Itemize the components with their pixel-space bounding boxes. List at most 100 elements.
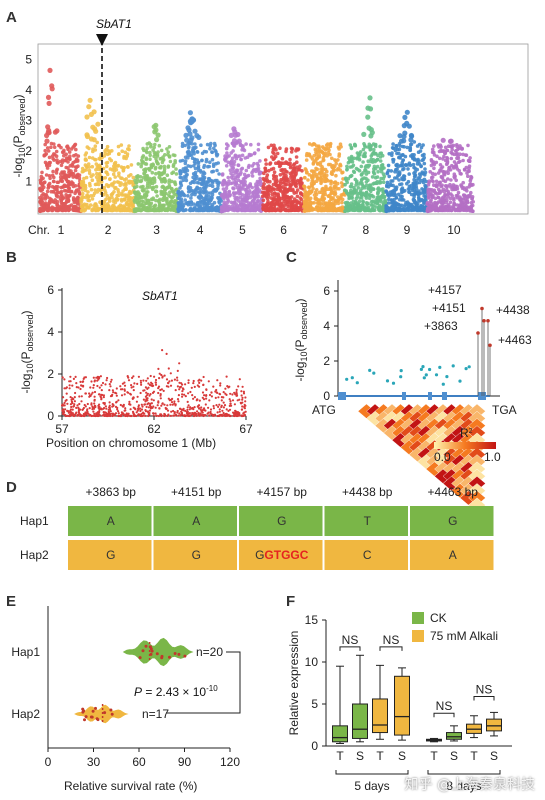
manhattan-point: [405, 145, 410, 150]
manhattan-point: [355, 191, 359, 195]
manhattan-point: [402, 166, 406, 171]
manhattan-point: [328, 186, 333, 190]
panel-a-y-label: -log10(Pobserved): [11, 94, 27, 177]
manhattan-point: [386, 201, 391, 205]
region-point: [104, 383, 107, 386]
region-point: [94, 414, 97, 418]
manhattan-point: [273, 191, 277, 196]
manhattan-point: [47, 163, 52, 167]
manhattan-point: [93, 128, 99, 134]
region-point: [64, 387, 67, 390]
manhattan-point: [212, 141, 217, 146]
manhattan-point: [275, 208, 279, 212]
region-point: [106, 376, 109, 380]
chromosome-label: 10: [447, 223, 461, 237]
manhattan-point: [334, 161, 339, 166]
manhattan-point: [87, 168, 92, 173]
manhattan-point: [398, 138, 405, 144]
manhattan-point: [244, 168, 249, 173]
manhattan-point: [280, 156, 285, 161]
manhattan-point: [316, 162, 320, 166]
manhattan-point: [192, 128, 198, 134]
manhattan-point: [220, 172, 225, 176]
region-point: [129, 403, 132, 406]
manhattan-point: [446, 191, 451, 196]
manhattan-point: [87, 171, 92, 175]
manhattan-point: [294, 155, 299, 159]
manhattan-point: [460, 186, 465, 191]
manhattan-point: [72, 144, 76, 148]
manhattan-point: [278, 173, 283, 177]
manhattan-point: [359, 173, 364, 177]
manhattan-point: [93, 144, 98, 148]
region-point: [81, 408, 84, 411]
manhattan-point: [361, 131, 367, 137]
manhattan-point: [227, 206, 232, 211]
region-point: [136, 407, 140, 410]
manhattan-point: [299, 204, 303, 208]
manhattan-point: [94, 175, 99, 179]
manhattan-point: [171, 207, 176, 211]
region-point: [157, 385, 161, 388]
manhattan-point: [104, 161, 109, 165]
y-tick-label: 1: [25, 175, 32, 189]
manhattan-point: [357, 168, 362, 173]
manhattan-point: [229, 160, 233, 164]
manhattan-point: [86, 104, 92, 110]
manhattan-point: [54, 149, 59, 154]
region-point: [241, 385, 244, 388]
manhattan-point: [181, 208, 185, 213]
manhattan-point: [79, 208, 84, 213]
manhattan-point: [229, 181, 233, 186]
manhattan-point: [165, 147, 169, 151]
manhattan-point: [190, 180, 195, 184]
manhattan-point: [436, 195, 441, 200]
manhattan-point: [90, 156, 95, 160]
region-point: [191, 411, 194, 415]
region-point: [91, 405, 94, 408]
manhattan-point: [69, 147, 74, 151]
manhattan-point: [183, 143, 187, 148]
manhattan-point: [430, 171, 435, 176]
manhattan-point: [152, 178, 157, 182]
manhattan-point: [370, 203, 374, 207]
region-point: [222, 391, 225, 394]
manhattan-point: [416, 191, 421, 195]
region-point: [203, 409, 206, 412]
manhattan-point: [445, 156, 450, 161]
manhattan-point: [276, 160, 281, 164]
region-point: [163, 403, 166, 406]
region-point: [209, 408, 213, 411]
manhattan-point: [375, 164, 380, 169]
manhattan-point: [386, 185, 391, 189]
manhattan-point: [278, 146, 282, 150]
region-point: [102, 396, 105, 399]
manhattan-point: [302, 192, 307, 196]
manhattan-point: [38, 209, 43, 214]
manhattan-point: [289, 195, 294, 199]
manhattan-point: [106, 148, 110, 153]
manhattan-point: [170, 171, 174, 176]
manhattan-point: [231, 126, 237, 132]
region-point: [111, 403, 114, 406]
manhattan-point: [432, 144, 436, 148]
region-point: [159, 397, 162, 400]
manhattan-point: [155, 132, 161, 138]
region-point: [148, 409, 151, 412]
manhattan-point: [287, 196, 291, 200]
region-point: [74, 375, 77, 378]
manhattan-point: [404, 200, 408, 205]
manhattan-point: [256, 142, 261, 147]
manhattan-point: [356, 186, 361, 190]
manhattan-point: [43, 160, 48, 165]
manhattan-point: [279, 208, 283, 213]
manhattan-point: [459, 172, 463, 176]
region-point: [103, 411, 107, 414]
region-point: [140, 403, 143, 406]
manhattan-point: [181, 192, 186, 196]
manhattan-point: [261, 176, 266, 181]
region-point: [178, 388, 181, 391]
manhattan-point: [321, 158, 326, 162]
manhattan-point: [258, 176, 262, 181]
manhattan-point: [54, 128, 60, 134]
